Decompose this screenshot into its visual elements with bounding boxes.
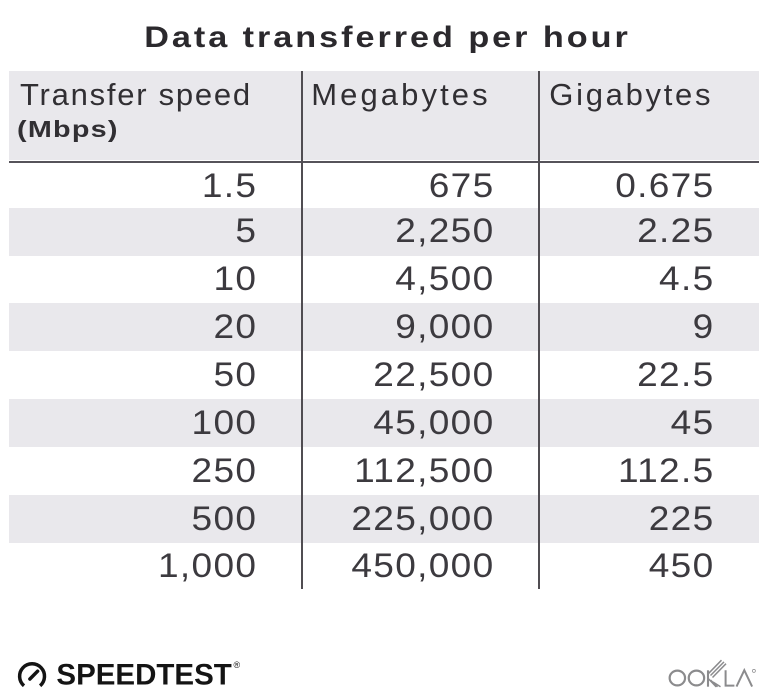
svg-text:SPEEDTEST: SPEEDTEST bbox=[56, 658, 231, 691]
svg-text:®: ® bbox=[234, 660, 241, 670]
